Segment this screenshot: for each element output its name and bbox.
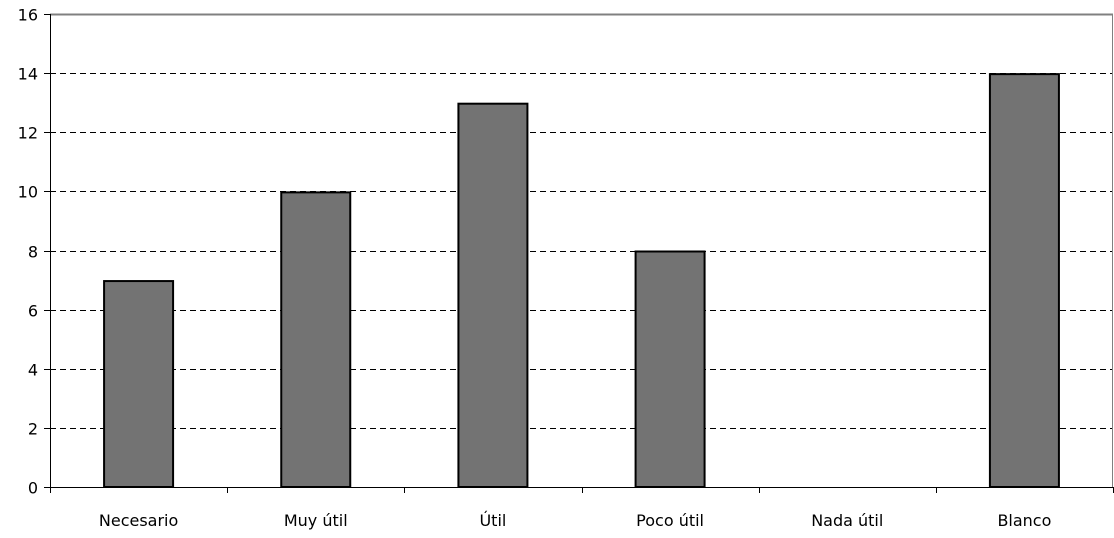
y-tick-label: 6 [28,302,38,321]
y-tick-label: 2 [28,420,38,439]
y-tick-label: 0 [28,479,38,498]
bar-necesario [103,280,175,488]
x-axis-categories: Necesario Muy útil Útil Poco útil Nada útil B… [50,487,1114,530]
bar-útil [457,102,529,488]
y-tick-label: 16 [18,6,38,25]
y-tick-label: 4 [28,361,38,380]
gridlines [50,73,1113,429]
bar-muy-útil [280,191,352,488]
y-tick-label: 8 [28,243,38,262]
y-axis-ticks: 0 2 4 6 8 10 12 14 16 [18,6,50,498]
x-category-label: Blanco [997,511,1051,530]
x-category-label: Necesario [99,511,178,530]
x-category-label: Poco útil [636,511,704,530]
y-tick-label: 12 [18,124,38,143]
y-tick-label: 10 [18,183,38,202]
x-category-label: Nada útil [811,511,883,530]
bars [103,73,1060,488]
x-category-label: Útil [479,511,506,530]
y-tick-label: 14 [18,65,38,84]
x-category-label: Muy útil [284,511,348,530]
bar-poco-útil [634,250,706,488]
bar-blanco [988,73,1060,488]
